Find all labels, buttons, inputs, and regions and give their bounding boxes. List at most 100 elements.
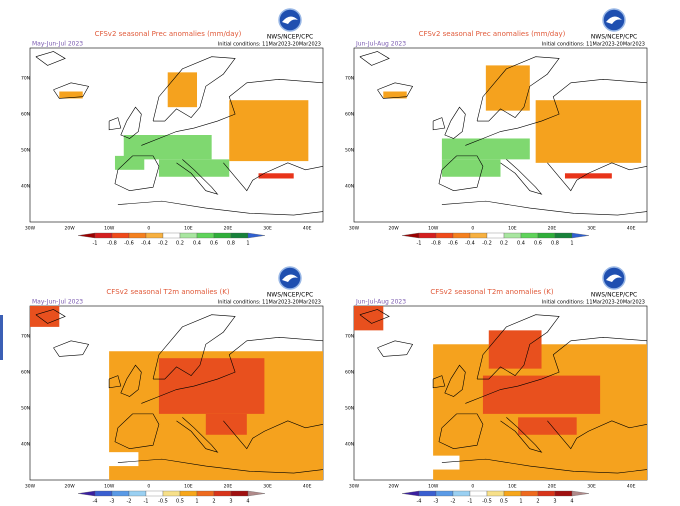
side-mark [0, 315, 3, 360]
season-label: Jun-Jul-Aug 2023 [355, 41, 406, 48]
lon-label: 30W [349, 226, 360, 232]
colorbar-box [196, 490, 215, 497]
colorbar-label: 1 [519, 499, 522, 505]
colorbar-box [94, 490, 113, 497]
lon-label: 30E [587, 484, 596, 490]
map-area [359, 51, 648, 216]
colorbar-box [418, 490, 437, 497]
colorbar-box [94, 232, 113, 239]
colorbar-label: 2 [536, 499, 539, 505]
anomaly-patch [167, 72, 198, 108]
colorbar-box [213, 232, 232, 239]
lon-label: 10E [184, 484, 193, 490]
logo-text: NWS/NCEP/CPC [267, 34, 313, 41]
anomaly-patch [535, 100, 642, 163]
logo-text: NWS/NCEP/CPC [591, 34, 637, 41]
anomaly-patch [488, 330, 542, 369]
colorbar-label: 0.4 [193, 241, 201, 247]
colorbar-label: 0.8 [551, 241, 559, 247]
coastline [432, 117, 446, 131]
lon-label: 10E [508, 484, 517, 490]
colorbar-box [486, 232, 505, 239]
colorbar-box [213, 490, 232, 497]
lon-label: 10W [104, 484, 115, 490]
lat-label: 40N [345, 442, 354, 448]
coastline [444, 364, 466, 397]
lat-label: 50N [345, 148, 354, 154]
lon-label: 30W [25, 226, 36, 232]
map-area [30, 306, 324, 480]
coastline [108, 117, 122, 131]
noaa-logo-bird [282, 274, 298, 282]
coastline [432, 375, 446, 389]
coastline [438, 155, 484, 191]
coastline [120, 106, 142, 139]
colorbar-label: -0.4 [465, 241, 475, 247]
anomaly-patch [158, 159, 230, 177]
coastline [465, 337, 648, 404]
coastline [117, 200, 324, 216]
lon-label: 40E [303, 226, 312, 232]
colorbar-end [247, 232, 266, 239]
colorbar-label: -1 [417, 241, 422, 247]
lat-label: 60N [21, 370, 30, 376]
colorbar-box [111, 232, 130, 239]
lon-label: 10E [184, 226, 193, 232]
colorbar-box [418, 232, 437, 239]
colorbar-box [486, 490, 505, 497]
lon-label: 10W [428, 226, 439, 232]
coastline [53, 340, 90, 357]
panel: CFSv2 seasonal Prec anomalies (mm/day) NW… [345, 8, 648, 247]
lat-label: 50N [21, 406, 30, 412]
season-label: May-Jun-Jul 2023 [32, 41, 83, 48]
colorbar-box [196, 232, 215, 239]
coastline [476, 314, 560, 380]
coastline [441, 200, 648, 216]
colorbar-label: -1 [468, 499, 473, 505]
colorbar-box [554, 490, 573, 497]
colorbar-label: 1 [570, 241, 573, 247]
anomaly-patch [103, 452, 139, 467]
colorbar-label: -2 [127, 499, 132, 505]
coastline [141, 337, 324, 404]
lat-label: 70N [345, 76, 354, 82]
colorbar-label: 0.4 [517, 241, 525, 247]
colorbar-label: -0.6 [124, 241, 134, 247]
panel: CFSv2 seasonal T2m anomalies (K) NWS/NCEP… [345, 266, 648, 505]
lat-label: 60N [345, 370, 354, 376]
coastline [114, 155, 160, 191]
lon-label: 0 [471, 484, 474, 490]
lon-label: 20W [389, 226, 400, 232]
panel: CFSv2 seasonal T2m anomalies (K) NWS/NCEP… [21, 266, 324, 505]
colorbar-label: 1 [246, 241, 249, 247]
coastline [377, 82, 414, 99]
lon-label: 30W [25, 484, 36, 490]
map-area [35, 51, 324, 216]
lat-label: 60N [345, 112, 354, 118]
colorbar-end [571, 232, 590, 239]
lon-label: 0 [147, 226, 150, 232]
colorbar-label: 1 [195, 499, 198, 505]
coastline [108, 375, 122, 389]
colorbar-end [571, 490, 590, 497]
lon-label: 20W [65, 226, 76, 232]
coastline [359, 51, 390, 66]
noaa-logo-bird [606, 16, 622, 24]
lon-label: 0 [471, 226, 474, 232]
anomaly-patch [158, 358, 265, 414]
colorbar-box [554, 232, 573, 239]
colorbar-label: 0.6 [210, 241, 218, 247]
coastline [152, 314, 236, 380]
coastline [441, 458, 648, 474]
colorbar-label: -0.5 [158, 499, 168, 505]
colorbar-box [145, 232, 164, 239]
colorbar-label: -0.2 [158, 241, 168, 247]
colorbar-label: -2 [451, 499, 456, 505]
colorbar-label: -0.8 [107, 241, 117, 247]
panel: CFSv2 seasonal Prec anomalies (mm/day) NW… [21, 8, 324, 247]
coastline [223, 420, 324, 450]
coastline [444, 106, 466, 139]
colorbar-box [111, 490, 130, 497]
coastline [176, 159, 219, 195]
